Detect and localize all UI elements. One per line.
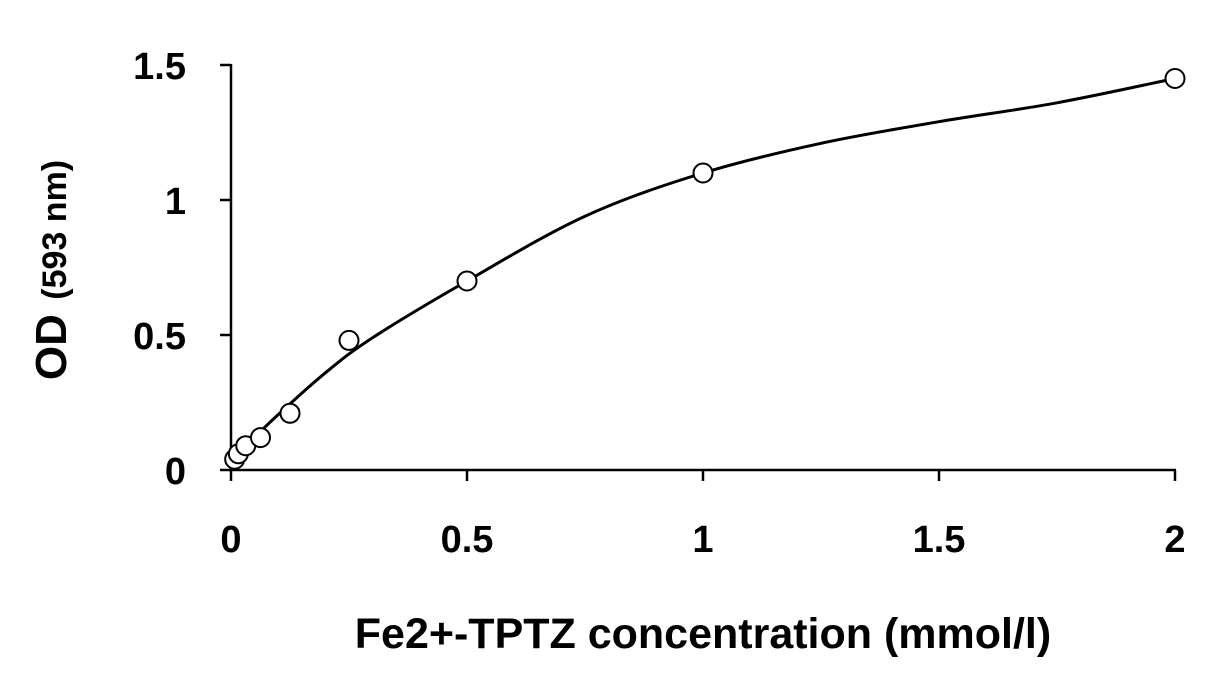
axes: [229, 64, 1176, 472]
y-axis-title-sub: (593 nm): [36, 160, 74, 300]
data-point: [279, 402, 301, 424]
fit-curve: [234, 77, 1176, 461]
x-axis-title: Fe2+-TPTZ concentration (mmol/l): [355, 610, 1051, 658]
y-axis-title-main: OD: [27, 314, 76, 380]
y-axis-title: OD (593 nm): [27, 160, 76, 380]
data-point: [250, 427, 271, 449]
y-tick-label: 0.5: [133, 316, 186, 358]
data-points-layer: [224, 68, 1186, 470]
y-tick-label: 0: [165, 451, 186, 493]
x-ticks: 0 0.5 1 1.5 2: [220, 470, 1186, 561]
x-tick-label: 2: [1164, 519, 1185, 561]
data-point: [338, 329, 360, 351]
fit-curve-layer: [234, 77, 1176, 461]
data-point: [692, 162, 714, 184]
y-tick-label: 1: [165, 181, 186, 223]
x-tick-label: 1: [692, 519, 713, 561]
x-tick-label: 0: [220, 519, 241, 561]
x-tick-label: 0.5: [441, 519, 494, 561]
y-tick-label: 1.5: [133, 46, 186, 88]
x-tick-label: 1.5: [913, 519, 966, 561]
data-point: [456, 270, 478, 292]
y-ticks: 0 0.5 1 1.5: [133, 46, 231, 493]
data-point: [1164, 68, 1186, 89]
